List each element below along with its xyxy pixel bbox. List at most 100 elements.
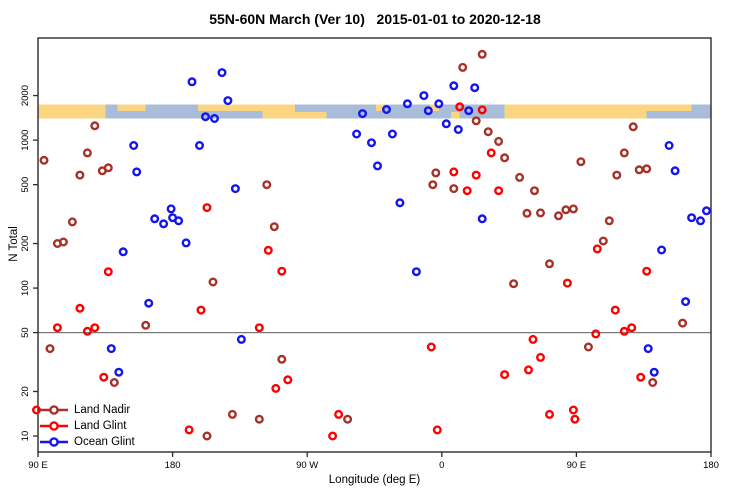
map-strip-ocean-segment	[383, 104, 430, 119]
data-point-ocean-glint	[395, 198, 405, 208]
data-point-land-glint	[570, 414, 580, 424]
data-point-land-nadir	[431, 168, 441, 178]
data-point-land-glint	[592, 244, 602, 254]
data-point-land-glint	[524, 365, 534, 375]
data-point-ocean-glint	[150, 214, 160, 224]
legend-marker-circle	[49, 421, 59, 431]
data-point-ocean-glint	[702, 206, 712, 216]
data-point-land-glint	[263, 245, 273, 255]
data-point-land-glint	[277, 266, 287, 276]
data-point-ocean-glint	[129, 140, 139, 150]
data-point-land-glint	[568, 405, 578, 415]
data-point-land-glint	[545, 409, 555, 419]
y-tick-label: 2000	[20, 85, 31, 106]
data-point-land-glint	[494, 186, 504, 196]
y-tick-label: 100	[20, 280, 31, 296]
data-point-land-nadir	[678, 318, 688, 328]
data-point-land-glint	[75, 303, 85, 313]
data-point-ocean-glint	[106, 344, 116, 354]
data-point-land-nadir	[494, 136, 504, 146]
data-point-land-nadir	[82, 148, 92, 158]
y-tick-label: 10	[20, 431, 31, 442]
data-point-ocean-glint	[144, 298, 154, 308]
data-point-land-nadir	[277, 354, 287, 364]
x-axis-label: Longitude (deg E)	[328, 474, 421, 486]
data-point-land-nadir	[628, 122, 638, 132]
data-point-land-glint	[528, 334, 538, 344]
data-point-land-glint	[82, 326, 92, 336]
data-point-land-nadir	[202, 431, 212, 441]
plot-box	[37, 37, 712, 453]
data-point-land-nadir	[483, 127, 493, 137]
data-point-ocean-glint	[382, 104, 392, 114]
data-point-land-nadir	[561, 205, 571, 215]
data-point-ocean-glint	[453, 124, 463, 134]
data-point-land-glint	[591, 329, 601, 339]
data-point-land-nadir	[576, 157, 586, 167]
data-point-land-glint	[426, 342, 436, 352]
data-point-ocean-glint	[118, 247, 128, 257]
data-point-land-nadir	[208, 277, 218, 287]
data-point-land-glint	[486, 148, 496, 158]
data-point-ocean-glint	[194, 140, 204, 150]
data-point-land-glint	[471, 170, 481, 180]
map-strip-ocean-segment	[145, 104, 199, 119]
data-point-land-glint	[90, 323, 100, 333]
data-point-land-nadir	[536, 208, 546, 218]
data-point-ocean-glint	[373, 161, 383, 171]
data-point-ocean-glint	[166, 204, 176, 214]
data-point-ocean-glint	[687, 213, 697, 223]
legend-marker-circle	[49, 437, 59, 447]
data-point-land-nadir	[45, 344, 55, 354]
x-tick-label: 180	[165, 460, 181, 471]
data-point-land-glint	[52, 323, 62, 333]
data-point-ocean-glint	[681, 297, 691, 307]
data-point-ocean-glint	[449, 81, 459, 91]
map-strip-ocean-segment	[691, 104, 711, 119]
x-tick-label: 0	[439, 460, 444, 471]
data-point-ocean-glint	[367, 138, 377, 148]
data-point-land-nadir	[471, 116, 481, 126]
data-point-ocean-glint	[200, 112, 210, 122]
data-point-ocean-glint	[174, 216, 184, 226]
data-point-ocean-glint	[464, 106, 474, 116]
data-point-land-glint	[477, 105, 487, 115]
data-point-land-nadir	[612, 170, 622, 180]
x-tick-label: 90 E	[28, 460, 48, 471]
data-point-land-glint	[99, 372, 109, 382]
data-point-ocean-glint	[181, 238, 191, 248]
data-point-ocean-glint	[649, 367, 659, 377]
data-point-land-glint	[202, 203, 212, 213]
data-point-ocean-glint	[187, 77, 197, 87]
data-point-land-glint	[184, 425, 194, 435]
data-point-land-nadir	[583, 342, 593, 352]
data-point-ocean-glint	[423, 106, 433, 116]
y-tick-label: 50	[20, 327, 31, 338]
map-strip-ocean-segment	[429, 104, 439, 119]
map-strip-ocean-segment	[375, 104, 384, 119]
legend-marker-circle	[49, 405, 59, 415]
map-strip-coast-segment	[117, 104, 146, 112]
data-point-land-glint	[32, 405, 42, 415]
data-point-land-nadir	[642, 164, 652, 174]
data-point-land-glint	[500, 370, 510, 380]
map-strip-land-segment	[38, 104, 106, 119]
data-point-ocean-glint	[114, 367, 124, 377]
y-tick-label: 1000	[20, 130, 31, 151]
data-point-land-nadir	[39, 155, 49, 165]
data-point-ocean-glint	[217, 68, 227, 78]
map-strip-ocean-segment	[326, 104, 376, 119]
data-point-land-glint	[334, 409, 344, 419]
data-point-land-nadir	[103, 163, 113, 173]
legend-label-land-nadir: Land Nadir	[74, 404, 131, 416]
data-point-land-nadir	[109, 378, 119, 388]
data-point-land-nadir	[254, 414, 264, 424]
data-point-land-glint	[196, 305, 206, 315]
x-tick-label: 180	[703, 460, 719, 471]
data-point-land-glint	[462, 186, 472, 196]
data-point-ocean-glint	[358, 109, 368, 119]
data-point-land-nadir	[458, 62, 468, 72]
data-point-land-nadir	[598, 236, 608, 246]
data-point-land-nadir	[619, 148, 629, 158]
